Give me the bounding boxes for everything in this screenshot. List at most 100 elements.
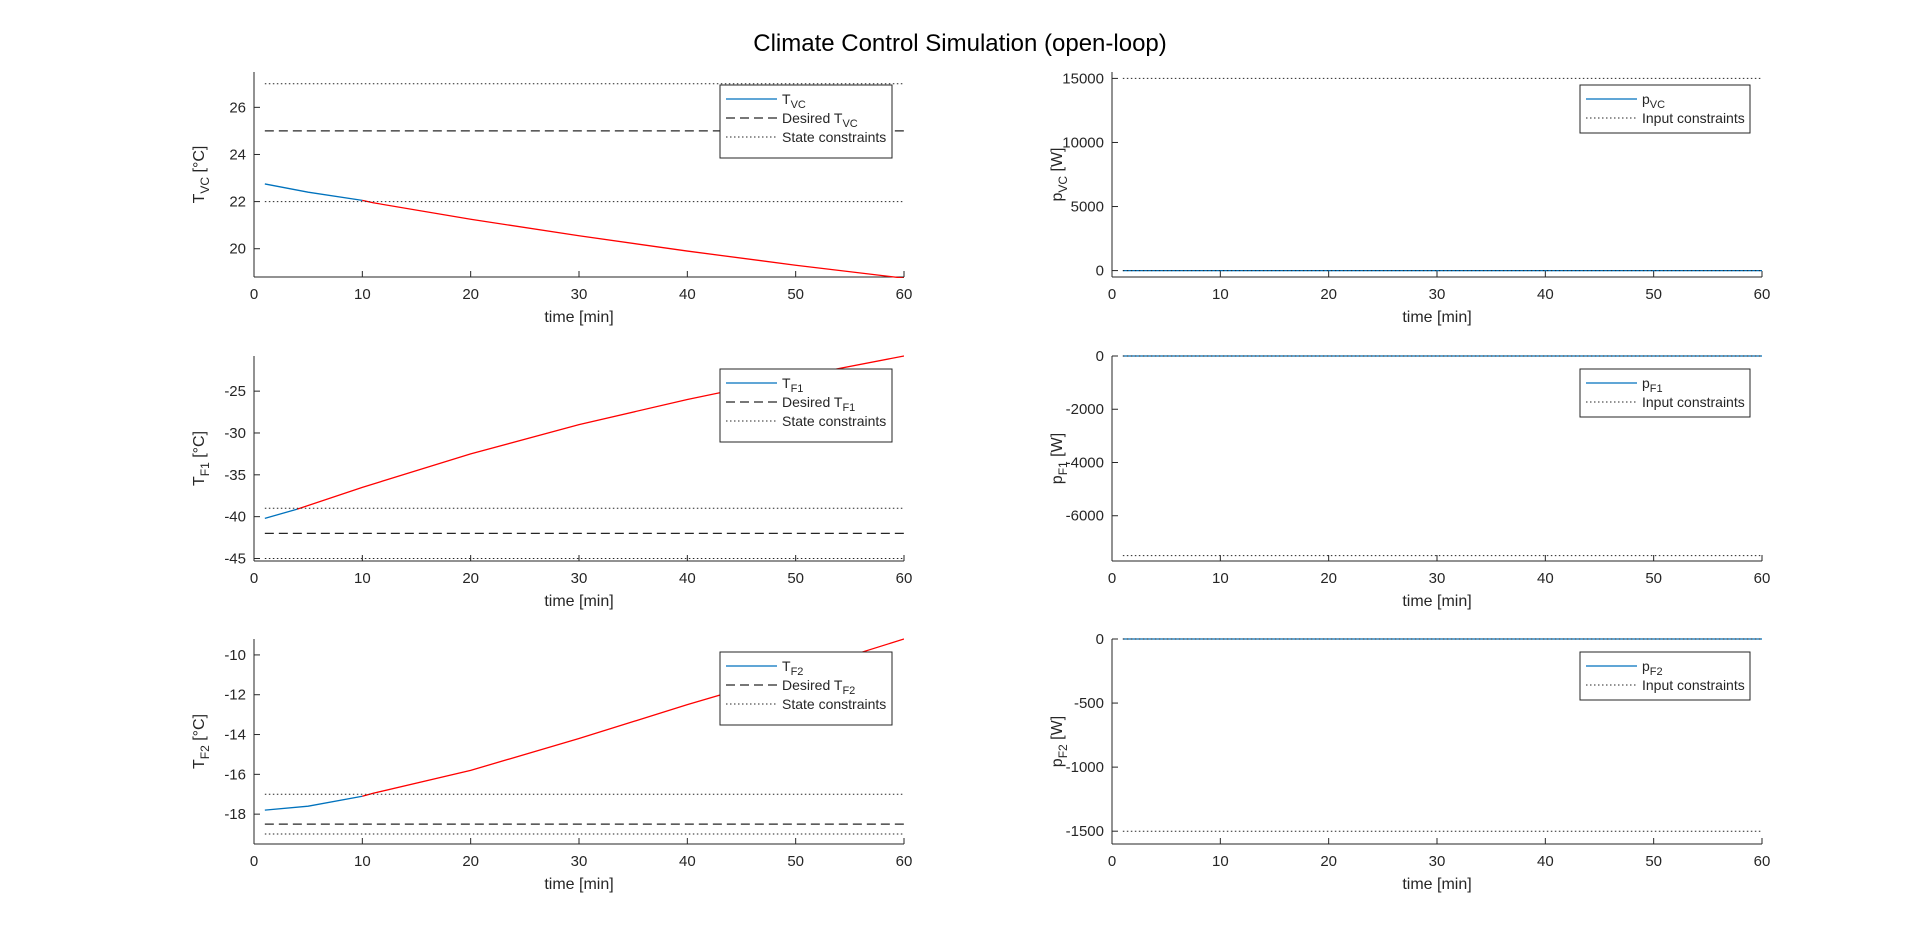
x-tick-label: 0 xyxy=(1108,570,1116,587)
x-axis-label: time [min] xyxy=(544,593,613,610)
subplot-6: 0 10 20 30 40 50 60 -1500 -1000 -500 0 time [min] pF… xyxy=(1049,631,1770,893)
y-tick-label: -4000 xyxy=(1066,454,1104,471)
x-tick-label: 60 xyxy=(1754,853,1771,870)
y-tick-label: 0 xyxy=(1096,348,1104,365)
x-tick-label: 10 xyxy=(354,570,371,587)
x-tick-label: 30 xyxy=(571,570,588,587)
plot-area xyxy=(1122,638,1762,832)
y-tick-label: 10000 xyxy=(1062,134,1104,151)
legend-box xyxy=(719,368,893,443)
x-tick-label: 40 xyxy=(679,286,696,303)
x-tick-label: 30 xyxy=(1429,853,1446,870)
y-tick-label: -35 xyxy=(224,467,246,484)
legend-label: State constraints xyxy=(782,413,886,429)
legend-label: Desired TVC xyxy=(782,110,858,130)
y-tick-label: 15000 xyxy=(1062,70,1104,87)
series-line-state xyxy=(264,183,363,202)
legend-label: State constraints xyxy=(782,129,886,145)
x-tick-label: 10 xyxy=(1212,570,1229,587)
legend-label: pF2 xyxy=(1642,658,1663,678)
x-tick-label: 10 xyxy=(1212,853,1229,870)
subplot-1: 0 10 20 30 40 50 60 20 22 24 26 time [min] TVC [°C] T… xyxy=(191,72,912,326)
legend-box xyxy=(719,84,893,159)
y-tick-label: -25 xyxy=(224,383,246,400)
legend-box xyxy=(1579,368,1751,418)
legend-label: pVC xyxy=(1642,91,1665,111)
x-tick-label: 50 xyxy=(1645,286,1662,303)
legend-label: Desired TF2 xyxy=(782,677,855,697)
x-tick-label: 60 xyxy=(896,570,913,587)
x-tick-label: 60 xyxy=(896,853,913,870)
y-tick-label: -10 xyxy=(224,647,246,664)
x-tick-label: 50 xyxy=(787,853,804,870)
y-axis-label: pVC [W] xyxy=(1049,147,1070,201)
series-line-state xyxy=(264,508,298,519)
legend-box xyxy=(1579,651,1751,701)
x-tick-label: 40 xyxy=(1537,286,1554,303)
figure-title: Climate Control Simulation (open-loop) xyxy=(753,30,1167,57)
y-tick-label: -40 xyxy=(224,509,246,526)
legend-label: Input constraints xyxy=(1642,677,1745,693)
series-line-state xyxy=(264,795,363,811)
x-tick-label: 0 xyxy=(250,570,258,587)
x-axis-label: time [min] xyxy=(1402,593,1471,610)
x-axis-label: time [min] xyxy=(1402,309,1471,326)
y-axis-label: TVC [°C] xyxy=(191,146,212,204)
y-tick-label: -1000 xyxy=(1066,759,1104,776)
y-tick-label: -12 xyxy=(224,687,246,704)
y-tick-label: 24 xyxy=(229,146,246,163)
x-tick-label: 40 xyxy=(1537,853,1554,870)
x-axis-label: time [min] xyxy=(1402,876,1471,893)
subplot-2: 0 10 20 30 40 50 60 0 5000 10000 15000 time [min] pV… xyxy=(1049,70,1770,326)
x-tick-label: 20 xyxy=(1320,853,1337,870)
y-tick-label: 0 xyxy=(1096,631,1104,648)
x-tick-label: 20 xyxy=(462,570,479,587)
x-tick-label: 0 xyxy=(250,286,258,303)
x-tick-label: 30 xyxy=(571,286,588,303)
y-tick-label: -6000 xyxy=(1066,508,1104,525)
plot-area xyxy=(1122,355,1762,557)
x-tick-label: 60 xyxy=(896,286,913,303)
subplot-4: 0 10 20 30 40 50 60 -6000 -4000 -2000 0 time [min] p… xyxy=(1049,348,1770,610)
x-tick-label: 60 xyxy=(1754,286,1771,303)
x-tick-label: 10 xyxy=(354,853,371,870)
plot-area xyxy=(1122,77,1762,272)
series-line-violation xyxy=(362,199,904,278)
legend-label: TF1 xyxy=(782,375,803,395)
x-tick-label: 30 xyxy=(1429,286,1446,303)
y-tick-label: -18 xyxy=(224,806,246,823)
x-tick-label: 40 xyxy=(1537,570,1554,587)
x-tick-label: 20 xyxy=(462,853,479,870)
x-tick-label: 20 xyxy=(1320,570,1337,587)
y-axis-label: pF2 [W] xyxy=(1049,716,1070,767)
legend-label: pF1 xyxy=(1642,375,1663,395)
subplot-5: 0 10 20 30 40 50 60 -18 -16 -14 -12 -10 time [min] TF… xyxy=(191,638,913,893)
x-tick-label: 50 xyxy=(1645,853,1662,870)
y-tick-label: 5000 xyxy=(1071,199,1104,216)
y-tick-label: -30 xyxy=(224,425,246,442)
legend-box xyxy=(719,651,893,726)
y-tick-label: 20 xyxy=(229,241,246,258)
x-tick-label: 40 xyxy=(679,853,696,870)
x-tick-label: 20 xyxy=(462,286,479,303)
x-tick-label: 30 xyxy=(1429,570,1446,587)
y-tick-label: 22 xyxy=(229,194,246,211)
x-tick-label: 30 xyxy=(571,853,588,870)
x-tick-label: 50 xyxy=(787,570,804,587)
legend-label: Input constraints xyxy=(1642,394,1745,410)
y-tick-label: 0 xyxy=(1096,263,1104,280)
y-tick-label: -14 xyxy=(224,727,246,744)
y-tick-label: -45 xyxy=(224,550,246,567)
legend-box xyxy=(1579,84,1751,134)
x-tick-label: 50 xyxy=(1645,570,1662,587)
y-tick-label: -16 xyxy=(224,766,246,783)
subplot-3: 0 10 20 30 40 50 60 -45 -40 -35 -30 -25 time [min] TF… xyxy=(191,355,913,610)
legend-label: TVC xyxy=(782,91,806,111)
y-tick-label: 26 xyxy=(229,99,246,116)
